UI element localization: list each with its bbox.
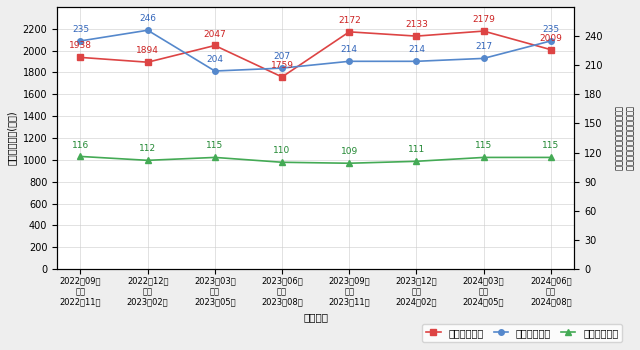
Text: 116: 116 — [72, 140, 89, 149]
平均土地面積 — [211, 69, 219, 73]
Text: 235: 235 — [72, 25, 89, 34]
平均成約価格 — [413, 34, 420, 38]
平均建物面積 — [480, 155, 488, 160]
平均建物面積 — [77, 154, 84, 159]
Text: 111: 111 — [408, 145, 425, 154]
平均土地面積 — [346, 59, 353, 63]
平均成約価格 — [211, 43, 219, 48]
平均建物面積 — [144, 158, 152, 162]
Text: 1938: 1938 — [69, 41, 92, 50]
Text: 115: 115 — [475, 141, 492, 150]
平均成約価格 — [346, 30, 353, 34]
Text: 2172: 2172 — [338, 16, 360, 25]
Text: 110: 110 — [273, 146, 291, 155]
平均建物面積 — [413, 159, 420, 163]
X-axis label: 成約年月: 成約年月 — [303, 312, 328, 322]
Text: 217: 217 — [475, 42, 492, 51]
Text: 115: 115 — [206, 141, 223, 150]
Text: 2009: 2009 — [540, 34, 563, 43]
Text: 204: 204 — [206, 55, 223, 64]
平均土地面積 — [480, 56, 488, 61]
平均建物面積 — [278, 160, 286, 164]
Text: 112: 112 — [139, 145, 156, 153]
Y-axis label: 平均成約価格(万円): 平均成約価格(万円) — [7, 111, 17, 165]
平均成約価格 — [480, 29, 488, 33]
Text: 214: 214 — [340, 46, 358, 54]
平均建物面積 — [346, 161, 353, 165]
Line: 平均土地面積: 平均土地面積 — [77, 27, 554, 74]
Line: 平均成約価格: 平均成約価格 — [77, 28, 554, 80]
Text: 2179: 2179 — [472, 15, 495, 24]
Y-axis label: 平均土地面積（㎡）千百平米
平均建物面積（㎡）千百平米: 平均土地面積（㎡）千百平米 平均建物面積（㎡）千百平米 — [614, 105, 633, 170]
Text: 2133: 2133 — [405, 20, 428, 29]
Legend: 平均成約価格, 平均土地面積, 平均建物面積: 平均成約価格, 平均土地面積, 平均建物面積 — [422, 324, 622, 342]
平均土地面積 — [77, 39, 84, 43]
平均土地面積 — [413, 59, 420, 63]
平均土地面積 — [547, 39, 555, 43]
Text: 235: 235 — [542, 25, 559, 34]
平均成約価格 — [144, 60, 152, 64]
Text: 1759: 1759 — [271, 61, 294, 70]
Text: 115: 115 — [542, 141, 559, 150]
平均建物面積 — [547, 155, 555, 160]
Text: 207: 207 — [273, 52, 291, 61]
平均成約価格 — [547, 48, 555, 52]
Text: 214: 214 — [408, 46, 425, 54]
平均建物面積 — [211, 155, 219, 160]
平均土地面積 — [144, 28, 152, 32]
Text: 109: 109 — [340, 147, 358, 156]
平均成約価格 — [77, 55, 84, 60]
Text: 2047: 2047 — [204, 29, 226, 38]
平均成約価格 — [278, 75, 286, 79]
Text: 1894: 1894 — [136, 46, 159, 55]
Text: 246: 246 — [139, 14, 156, 23]
平均土地面積 — [278, 66, 286, 70]
Line: 平均建物面積: 平均建物面積 — [77, 154, 554, 166]
